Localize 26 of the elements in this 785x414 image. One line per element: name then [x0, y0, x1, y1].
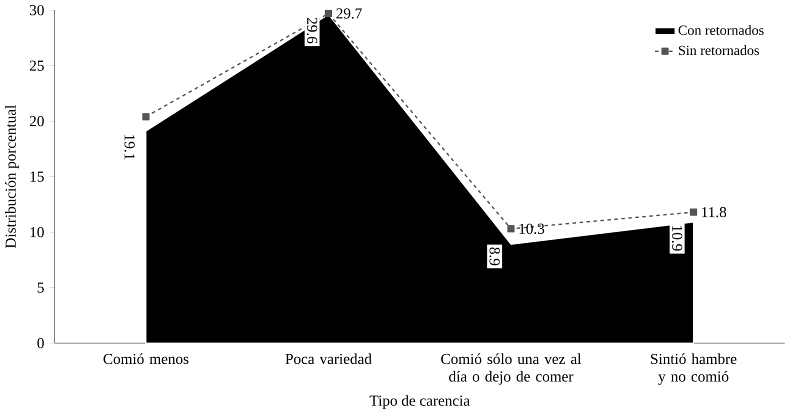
data-label: 29.7: [336, 8, 362, 19]
x-tick-label: Poca variedad: [285, 353, 372, 364]
point: [142, 113, 150, 120]
x-axis-title: Tipo de carencia: [370, 395, 470, 409]
x-tick-label: Comió menos: [104, 353, 188, 364]
legend-label: Sin retornados: [678, 45, 759, 56]
y-axis-title: Distribución porcentual: [5, 105, 19, 248]
y-tick-label: 10: [30, 227, 44, 238]
y-tick-label: 5: [38, 282, 44, 293]
x-tick-label: Comió sólo una vez al día o dejo de comer: [441, 353, 582, 385]
data-label: 10.9: [672, 226, 682, 251]
point: [690, 208, 698, 216]
data-label: 10.3: [520, 224, 544, 234]
y-tick-label: 20: [30, 116, 44, 126]
data-label: 8.9: [489, 248, 500, 266]
point: [507, 225, 515, 232]
x-tick-label: Sintió hambre y no comió: [651, 353, 736, 385]
y-tick-label: 25: [30, 60, 44, 71]
data-label: 19.1: [124, 135, 135, 160]
data-label: 11.8: [702, 207, 726, 218]
legend-label: Con retornados: [678, 25, 764, 35]
data-label: 29.6: [306, 18, 318, 44]
point: [324, 10, 332, 18]
y-tick-label: 30: [30, 5, 44, 16]
y-tick-label: 0: [37, 338, 44, 348]
y-tick-label: 15: [30, 172, 44, 182]
